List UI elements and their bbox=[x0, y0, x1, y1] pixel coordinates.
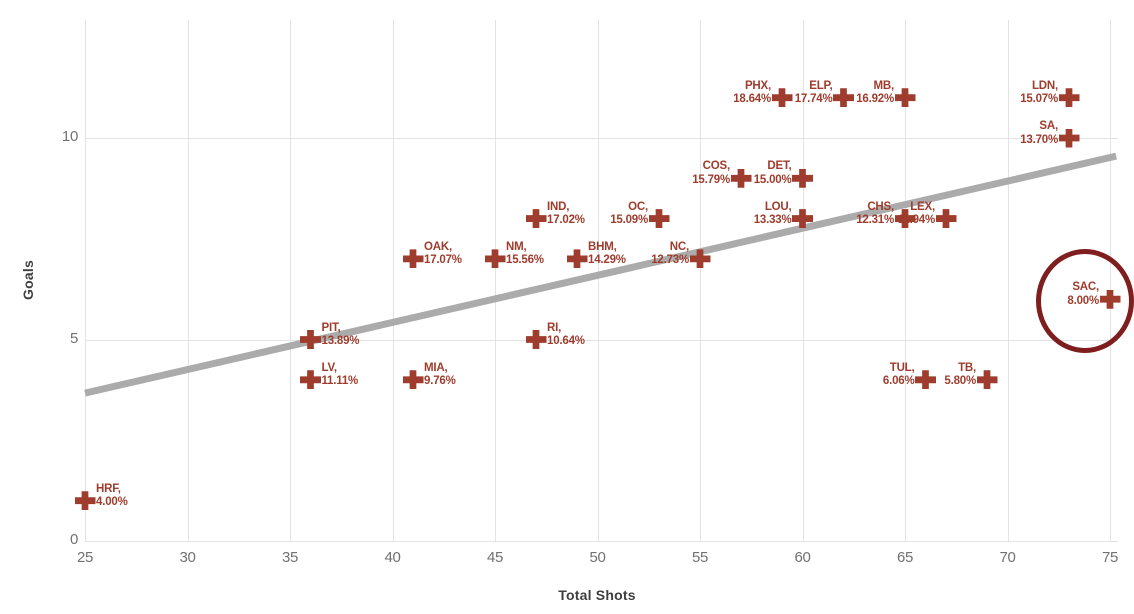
data-point-label-ri: RI, 10.64% bbox=[547, 321, 585, 348]
x-axis-tick-label: 70 bbox=[999, 549, 1016, 566]
data-point-label-lou: LOU, 13.33% bbox=[753, 200, 792, 227]
data-point-label-nm: NM, 15.56% bbox=[506, 240, 544, 267]
gridline-vertical bbox=[187, 20, 189, 541]
data-point-label-lv: LV, 11.11% bbox=[321, 361, 359, 388]
data-point-label-tb: TB, 5.80% bbox=[944, 361, 976, 388]
y-axis-tick-label: 5 bbox=[69, 329, 78, 347]
data-point-label-elp: ELP, 17.74% bbox=[794, 79, 833, 106]
data-point-label-oc: OC, 15.09% bbox=[610, 200, 648, 227]
x-axis-tick-label: 25 bbox=[76, 549, 94, 566]
gridline-vertical bbox=[495, 20, 496, 541]
data-point-label-oak: OAK, 17.07% bbox=[424, 240, 462, 267]
gridline-vertical bbox=[700, 20, 701, 541]
data-point-label-ind: IND, 17.02% bbox=[547, 200, 585, 227]
data-point-label-det: DET, 15.00% bbox=[753, 160, 792, 186]
gridline-vertical bbox=[597, 20, 599, 541]
data-point-label-lex: LEX, 11.94% bbox=[897, 200, 935, 227]
data-point-label-tul: TUL, 6.06% bbox=[882, 361, 915, 388]
x-axis-tick-label: 65 bbox=[896, 549, 914, 566]
x-axis-tick-label: 45 bbox=[486, 549, 504, 566]
gridline-vertical bbox=[1007, 20, 1009, 541]
data-point-label-cos: COS, 15.79% bbox=[692, 160, 730, 186]
gridline-vertical bbox=[290, 20, 291, 541]
data-point-label-ldn: LDN, 15.07% bbox=[1020, 79, 1058, 106]
data-point-label-bhm: BHM, 14.29% bbox=[588, 240, 626, 267]
gridline-vertical bbox=[905, 20, 906, 541]
x-axis-tick-label: 75 bbox=[1101, 549, 1119, 566]
gridline-horizontal bbox=[85, 541, 1118, 542]
x-axis-tick-label: 55 bbox=[691, 549, 709, 566]
data-point-label-mb: MB, 16.92% bbox=[856, 79, 894, 106]
x-axis-tick-label: 35 bbox=[281, 549, 299, 566]
x-axis-tick-label: 30 bbox=[179, 549, 196, 566]
data-point-label-phx: PHX, 18.64% bbox=[733, 79, 771, 106]
data-point-label-chs: CHS, 12.31% bbox=[856, 200, 894, 227]
x-axis-tick-label: 40 bbox=[384, 549, 401, 566]
data-point-label-nc: NC, 12.73% bbox=[651, 240, 689, 267]
y-axis-tick-label: 10 bbox=[61, 128, 78, 145]
gridline-horizontal bbox=[85, 339, 1118, 341]
data-point-label-hrf: HRF, 4.00% bbox=[96, 482, 128, 509]
gridline-vertical bbox=[802, 20, 804, 541]
data-point-label-pit: PIT, 13.89% bbox=[321, 321, 360, 348]
y-axis-tick-label: 0 bbox=[69, 531, 78, 548]
data-point-label-sa: SA, 13.70% bbox=[1020, 120, 1058, 146]
x-axis-title: Total Shots bbox=[558, 587, 636, 603]
highlight-circle-annotation bbox=[1036, 249, 1134, 354]
y-axis-title: Goals bbox=[20, 260, 36, 300]
gridline-vertical bbox=[85, 20, 86, 541]
gridline-horizontal bbox=[85, 138, 1118, 139]
data-point-label-mia: MIA, 9.76% bbox=[424, 361, 456, 388]
gridline-vertical bbox=[392, 20, 394, 541]
x-axis-tick-label: 50 bbox=[589, 549, 606, 566]
x-axis-tick-label: 60 bbox=[794, 549, 811, 566]
